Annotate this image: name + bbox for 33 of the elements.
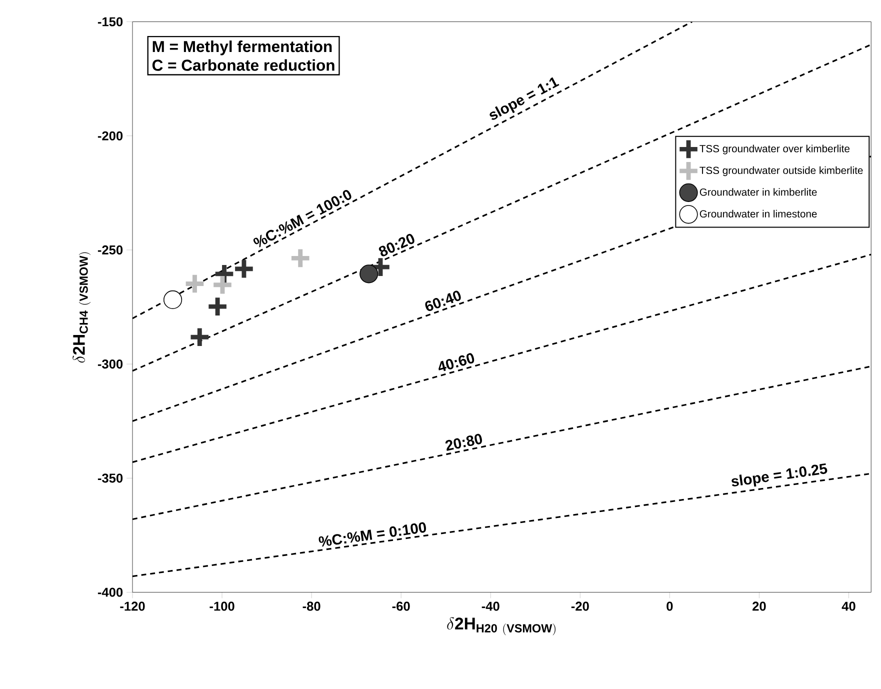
annotation: 80:20: [378, 234, 414, 256]
x-tick-label: -60: [392, 602, 410, 611]
annotation: 40:60: [438, 353, 474, 371]
legend-label: TSS groundwater outside kimberlite: [700, 166, 863, 176]
x-tick-label: -80: [302, 602, 320, 611]
point: [163, 290, 182, 309]
y-axis-title: $\mathbf{\delta 2H_{CH4\ (VSMOW)}}$: [72, 252, 91, 363]
y-tick-label: -150: [98, 17, 123, 26]
legend-label: Groundwater in kimberlite: [700, 188, 817, 196]
x-tick-label: 40: [842, 602, 856, 611]
x-axis-title: $\mathbf{\delta 2H_{H20\ (VSMOW)}}$: [447, 617, 556, 636]
annotation: %C:%M = 0:100: [318, 522, 426, 547]
annotation: slope = 1:1: [490, 77, 560, 120]
y-tick-label: -250: [98, 245, 123, 254]
annotation: M = Methyl fermentation: [152, 40, 332, 56]
point: [184, 272, 206, 295]
x-tick-label: -120: [120, 602, 145, 611]
point: [360, 264, 378, 284]
annotation: 20:80: [445, 434, 482, 451]
y-tick-label: -400: [98, 588, 123, 597]
x-tick-label: -40: [482, 602, 500, 611]
y-tick-label: -350: [98, 474, 123, 483]
legend-label: TSS groundwater over kimberlite: [700, 144, 850, 154]
annotation: slope = 1:0.25: [732, 463, 828, 487]
x-tick-label: -20: [571, 602, 589, 611]
annotation: C = Carbonate reduction: [152, 59, 334, 71]
legend-label: Groundwater in limestone: [700, 210, 817, 218]
x-tick-label: 0: [666, 602, 673, 611]
y-tick-label: -200: [98, 131, 123, 140]
x-tick-label: -100: [210, 602, 234, 611]
annotation: 60:40: [425, 290, 461, 311]
y-tick-label: -300: [98, 359, 123, 369]
x-tick-label: 20: [752, 602, 766, 611]
